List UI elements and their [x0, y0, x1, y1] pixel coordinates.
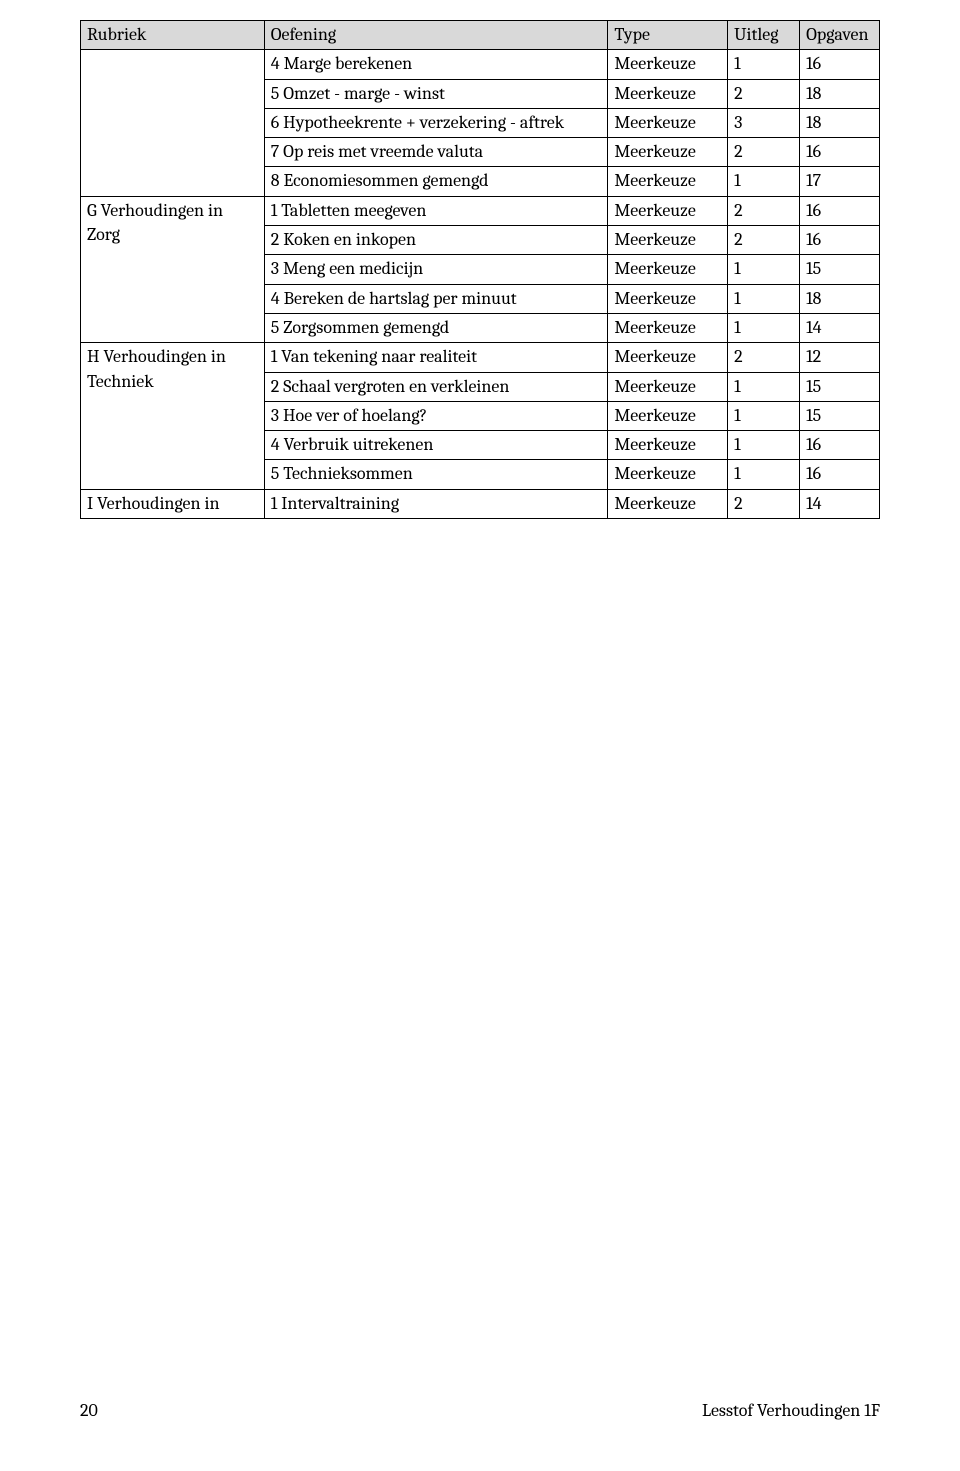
opgaven-cell: 12 [800, 343, 880, 372]
type-cell: Meerkeuze [608, 343, 728, 372]
type-cell: Meerkeuze [608, 138, 728, 167]
uitleg-cell: 1 [728, 460, 800, 489]
uitleg-cell: 1 [728, 50, 800, 79]
uitleg-cell: 1 [728, 284, 800, 313]
rubriek-cell: H Verhoudingen in Techniek [81, 343, 265, 489]
uitleg-cell: 1 [728, 372, 800, 401]
oefening-cell: 5 Zorgsommen gemengd [264, 313, 608, 342]
rubriek-cell: G Verhoudingen in Zorg [81, 196, 265, 342]
type-cell: Meerkeuze [608, 372, 728, 401]
type-cell: Meerkeuze [608, 167, 728, 196]
opgaven-cell: 16 [800, 226, 880, 255]
oefening-cell: 4 Marge berekenen [264, 50, 608, 79]
uitleg-cell: 2 [728, 196, 800, 225]
opgaven-cell: 18 [800, 284, 880, 313]
opgaven-cell: 16 [800, 460, 880, 489]
uitleg-cell: 1 [728, 401, 800, 430]
oefening-cell: 1 Van tekening naar realiteit [264, 343, 608, 372]
uitleg-cell: 1 [728, 431, 800, 460]
page-number: 20 [80, 1400, 98, 1421]
type-cell: Meerkeuze [608, 431, 728, 460]
content-table: Rubriek Oefening Type Uitleg Opgaven 4 M… [80, 20, 880, 519]
table-row: H Verhoudingen in Techniek1 Van tekening… [81, 343, 880, 372]
type-cell: Meerkeuze [608, 489, 728, 518]
oefening-cell: 1 Intervaltraining [264, 489, 608, 518]
opgaven-cell: 15 [800, 401, 880, 430]
uitleg-cell: 1 [728, 255, 800, 284]
uitleg-cell: 2 [728, 226, 800, 255]
oefening-cell: 5 Technieksommen [264, 460, 608, 489]
oefening-cell: 5 Omzet - marge - winst [264, 79, 608, 108]
col-header-uitleg: Uitleg [728, 21, 800, 50]
opgaven-cell: 16 [800, 50, 880, 79]
col-header-opgaven: Opgaven [800, 21, 880, 50]
type-cell: Meerkeuze [608, 226, 728, 255]
uitleg-cell: 2 [728, 79, 800, 108]
uitleg-cell: 2 [728, 489, 800, 518]
type-cell: Meerkeuze [608, 284, 728, 313]
uitleg-cell: 2 [728, 343, 800, 372]
col-header-oefening: Oefening [264, 21, 608, 50]
rubriek-cell [81, 50, 265, 196]
type-cell: Meerkeuze [608, 108, 728, 137]
opgaven-cell: 16 [800, 196, 880, 225]
type-cell: Meerkeuze [608, 79, 728, 108]
oefening-cell: 1 Tabletten meegeven [264, 196, 608, 225]
table-row: 4 Marge berekenenMeerkeuze116 [81, 50, 880, 79]
uitleg-cell: 1 [728, 167, 800, 196]
table-row: I Verhoudingen in1 IntervaltrainingMeerk… [81, 489, 880, 518]
opgaven-cell: 18 [800, 79, 880, 108]
uitleg-cell: 3 [728, 108, 800, 137]
oefening-cell: 2 Schaal vergroten en verkleinen [264, 372, 608, 401]
oefening-cell: 4 Verbruik uitrekenen [264, 431, 608, 460]
type-cell: Meerkeuze [608, 401, 728, 430]
col-header-rubriek: Rubriek [81, 21, 265, 50]
opgaven-cell: 15 [800, 255, 880, 284]
opgaven-cell: 14 [800, 313, 880, 342]
oefening-cell: 4 Bereken de hartslag per minuut [264, 284, 608, 313]
opgaven-cell: 17 [800, 167, 880, 196]
oefening-cell: 7 Op reis met vreemde valuta [264, 138, 608, 167]
type-cell: Meerkeuze [608, 50, 728, 79]
oefening-cell: 6 Hypotheekrente + verzekering - aftrek [264, 108, 608, 137]
oefening-cell: 8 Economiesommen gemengd [264, 167, 608, 196]
oefening-cell: 2 Koken en inkopen [264, 226, 608, 255]
opgaven-cell: 16 [800, 431, 880, 460]
oefening-cell: 3 Hoe ver of hoelang? [264, 401, 608, 430]
type-cell: Meerkeuze [608, 460, 728, 489]
opgaven-cell: 14 [800, 489, 880, 518]
oefening-cell: 3 Meng een medicijn [264, 255, 608, 284]
type-cell: Meerkeuze [608, 313, 728, 342]
uitleg-cell: 2 [728, 138, 800, 167]
table-header-row: Rubriek Oefening Type Uitleg Opgaven [81, 21, 880, 50]
table-row: G Verhoudingen in Zorg1 Tabletten meegev… [81, 196, 880, 225]
opgaven-cell: 15 [800, 372, 880, 401]
type-cell: Meerkeuze [608, 255, 728, 284]
rubriek-cell: I Verhoudingen in [81, 489, 265, 518]
opgaven-cell: 16 [800, 138, 880, 167]
uitleg-cell: 1 [728, 313, 800, 342]
footer-title: Lesstof Verhoudingen 1F [702, 1400, 880, 1421]
col-header-type: Type [608, 21, 728, 50]
opgaven-cell: 18 [800, 108, 880, 137]
page-footer: 20 Lesstof Verhoudingen 1F [80, 1400, 880, 1421]
type-cell: Meerkeuze [608, 196, 728, 225]
